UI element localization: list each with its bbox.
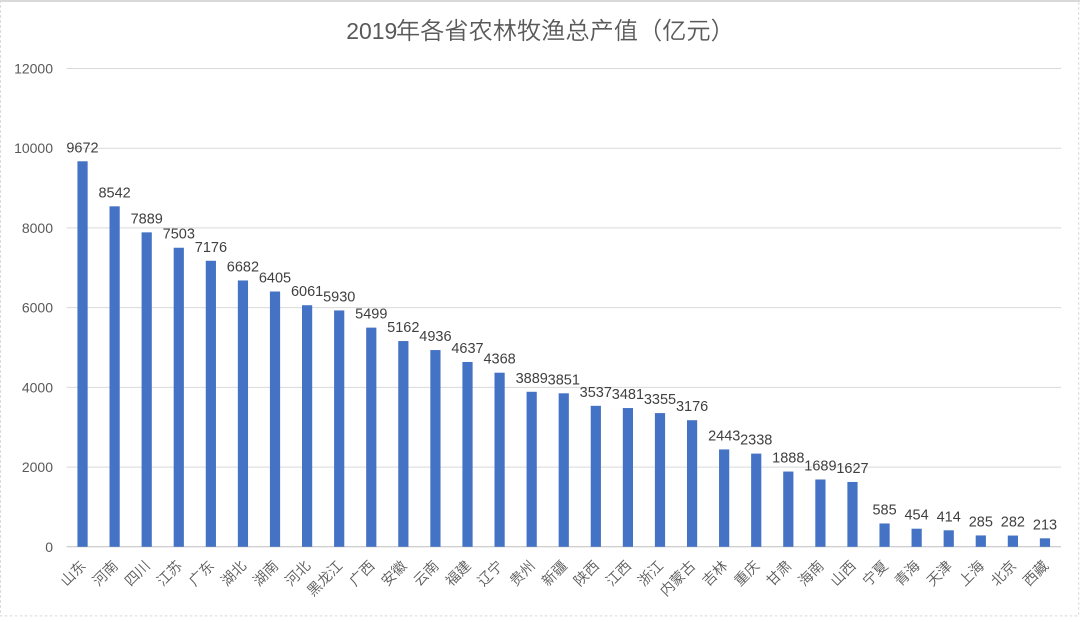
svg-text:7176: 7176 xyxy=(195,240,227,256)
svg-text:2000: 2000 xyxy=(22,459,53,475)
svg-text:0: 0 xyxy=(45,539,53,555)
svg-text:7503: 7503 xyxy=(163,227,195,243)
svg-text:4000: 4000 xyxy=(22,379,53,395)
svg-text:2019: 2019 xyxy=(346,18,397,44)
svg-text:1627: 1627 xyxy=(836,461,868,477)
svg-text:7889: 7889 xyxy=(131,211,163,227)
svg-text:9672: 9672 xyxy=(66,140,98,156)
svg-text:6682: 6682 xyxy=(227,260,259,276)
svg-text:213: 213 xyxy=(1033,517,1057,533)
svg-text:3481: 3481 xyxy=(612,387,644,403)
svg-text:285: 285 xyxy=(969,514,993,530)
svg-text:8000: 8000 xyxy=(22,220,53,236)
svg-text:3851: 3851 xyxy=(548,372,580,388)
svg-text:5930: 5930 xyxy=(323,289,355,305)
svg-text:10000: 10000 xyxy=(14,140,53,156)
svg-text:4637: 4637 xyxy=(451,341,483,357)
svg-text:6405: 6405 xyxy=(259,271,291,287)
svg-text:3355: 3355 xyxy=(644,392,676,408)
svg-text:4936: 4936 xyxy=(419,329,451,345)
svg-text:282: 282 xyxy=(1001,515,1025,531)
svg-text:3889: 3889 xyxy=(516,371,548,387)
svg-text:1689: 1689 xyxy=(804,459,836,475)
svg-text:6000: 6000 xyxy=(22,300,53,316)
svg-text:12000: 12000 xyxy=(14,61,53,77)
svg-text:2443: 2443 xyxy=(708,428,740,444)
svg-text:4368: 4368 xyxy=(483,352,515,368)
svg-text:8542: 8542 xyxy=(98,185,130,201)
svg-text:454: 454 xyxy=(904,508,928,524)
svg-text:5162: 5162 xyxy=(387,320,419,336)
svg-text:414: 414 xyxy=(937,509,961,525)
svg-text:6061: 6061 xyxy=(291,284,323,300)
svg-text:585: 585 xyxy=(872,503,896,519)
svg-text:2338: 2338 xyxy=(740,433,772,449)
svg-text:1888: 1888 xyxy=(772,451,804,467)
svg-text:5499: 5499 xyxy=(355,307,387,323)
svg-text:3176: 3176 xyxy=(676,399,708,415)
svg-text:3537: 3537 xyxy=(580,385,612,401)
